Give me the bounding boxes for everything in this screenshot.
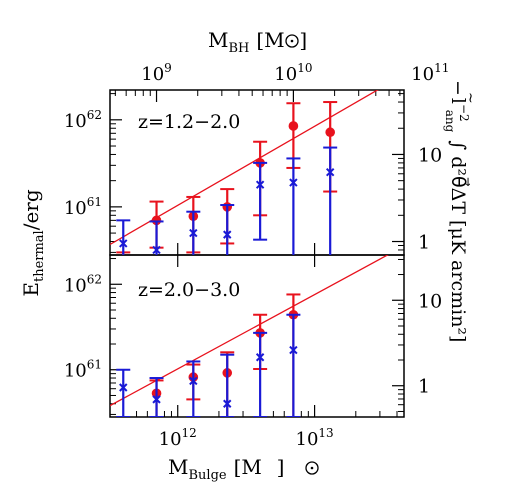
sz-point [323,146,338,255]
circle-marker [325,127,335,138]
cross-marker [223,230,232,239]
cross-marker [189,376,198,386]
sz-point [116,219,131,255]
cross-marker [152,395,161,404]
left-tick-label: 1062 [64,272,102,296]
top-axis-label: MBH [M ] [208,28,307,56]
axis-tick-labels: 1012 1013 109 1010 1011 1061 1062 1 10 1061 1062 1 1… [64,61,450,450]
cross-marker [223,399,232,408]
left-tick-label: 1062 [64,108,102,132]
cross-marker [255,180,265,189]
circle-marker [151,215,162,226]
top-tick-label: 1010 [274,61,312,85]
left-tick-label: 1061 [64,358,102,382]
right-tick-label: 1 [418,376,430,398]
cross-marker [255,353,265,362]
right-tick-label: 1 [418,232,430,254]
axis-ticks [110,90,404,417]
bottom-axis-label: MBulge [M ] [168,455,284,483]
thermal-point [116,251,131,273]
left-tick-label: 1061 [64,195,102,219]
upper-panel-annotation: z=1.2−2.0 [138,111,240,133]
sz-point [220,353,235,417]
circle-marker [288,121,299,131]
lower-panel-marks [110,255,389,417]
model-line [110,255,389,407]
circle-marker [118,263,128,273]
tilde-mark: ~ [462,92,478,104]
sz-point [253,331,268,417]
sun-symbol-icon-bottom [305,461,319,475]
cross-marker [189,228,198,238]
cross-marker [289,345,298,355]
sz-point [220,204,235,255]
upper-panel-marks [110,90,379,273]
svg-text:−l−2ang∫ d²θ⃗ΔT [μK arcmin²]: −l−2ang∫ d²θ⃗ΔT [μK arcmin²] [443,80,471,342]
bottom-tick-label: 1012 [159,426,197,450]
sun-symbol-icon-top [285,34,299,48]
sz-point [116,368,131,417]
sz-point [186,360,201,417]
cross-marker [119,239,128,248]
left-axis-label: Ethermal/erg [19,189,47,296]
top-tick-label: 1011 [411,61,449,85]
right-tick-label: 10 [418,144,442,166]
top-tick-label: 109 [141,61,172,85]
sz-point [149,220,164,255]
sz-point [253,161,268,241]
bottom-tick-label: 1013 [296,426,334,450]
lower-panel-annotation: z=2.0−3.0 [138,279,240,301]
cross-marker [119,383,128,392]
sz-point [286,313,301,417]
right-axis-label: −l−2ang∫ d²θ⃗ΔT [μK arcmin²] ~ [443,80,478,342]
cross-marker [152,245,161,255]
cross-marker [325,168,335,177]
right-tick-label: 10 [418,290,442,312]
sz-point [149,377,164,417]
sz-point [186,210,201,255]
sz-point [286,157,301,255]
cross-marker [289,178,298,187]
